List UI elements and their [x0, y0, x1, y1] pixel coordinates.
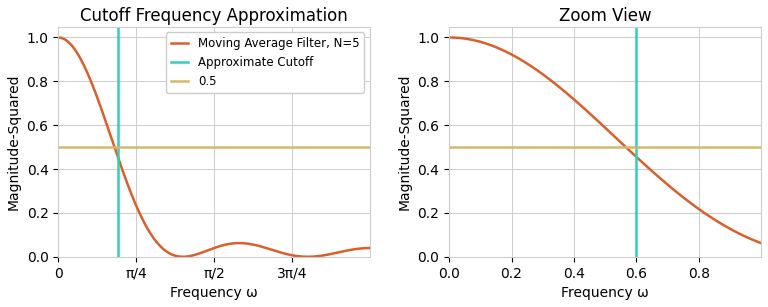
Line: Moving Average Filter, N=5: Moving Average Filter, N=5: [58, 37, 370, 257]
0.5: [153, 145, 162, 149]
Moving Average Filter, N=5: [366, 246, 375, 250]
Moving Average Filter, N=5: [187, 254, 197, 258]
Moving Average Filter, N=5: [54, 36, 63, 39]
Moving Average Filter, N=5: [184, 255, 194, 258]
0.5: [54, 145, 63, 149]
Y-axis label: Magnitude-Squared: Magnitude-Squared: [398, 73, 412, 210]
Moving Average Filter, N=5: [303, 255, 313, 258]
Moving Average Filter, N=5: [356, 247, 366, 250]
Legend: Moving Average Filter, N=5, Approximate Cutoff, 0.5: Moving Average Filter, N=5, Approximate …: [166, 33, 364, 93]
Title: Zoom View: Zoom View: [559, 7, 651, 25]
Y-axis label: Magnitude-Squared: Magnitude-Squared: [7, 73, 21, 210]
X-axis label: Frequency ω: Frequency ω: [170, 286, 258, 300]
Moving Average Filter, N=5: [202, 249, 211, 253]
Moving Average Filter, N=5: [280, 252, 290, 255]
Title: Cutoff Frequency Approximation: Cutoff Frequency Approximation: [81, 7, 348, 25]
X-axis label: Frequency ω: Frequency ω: [561, 286, 649, 300]
Moving Average Filter, N=5: [340, 249, 349, 253]
